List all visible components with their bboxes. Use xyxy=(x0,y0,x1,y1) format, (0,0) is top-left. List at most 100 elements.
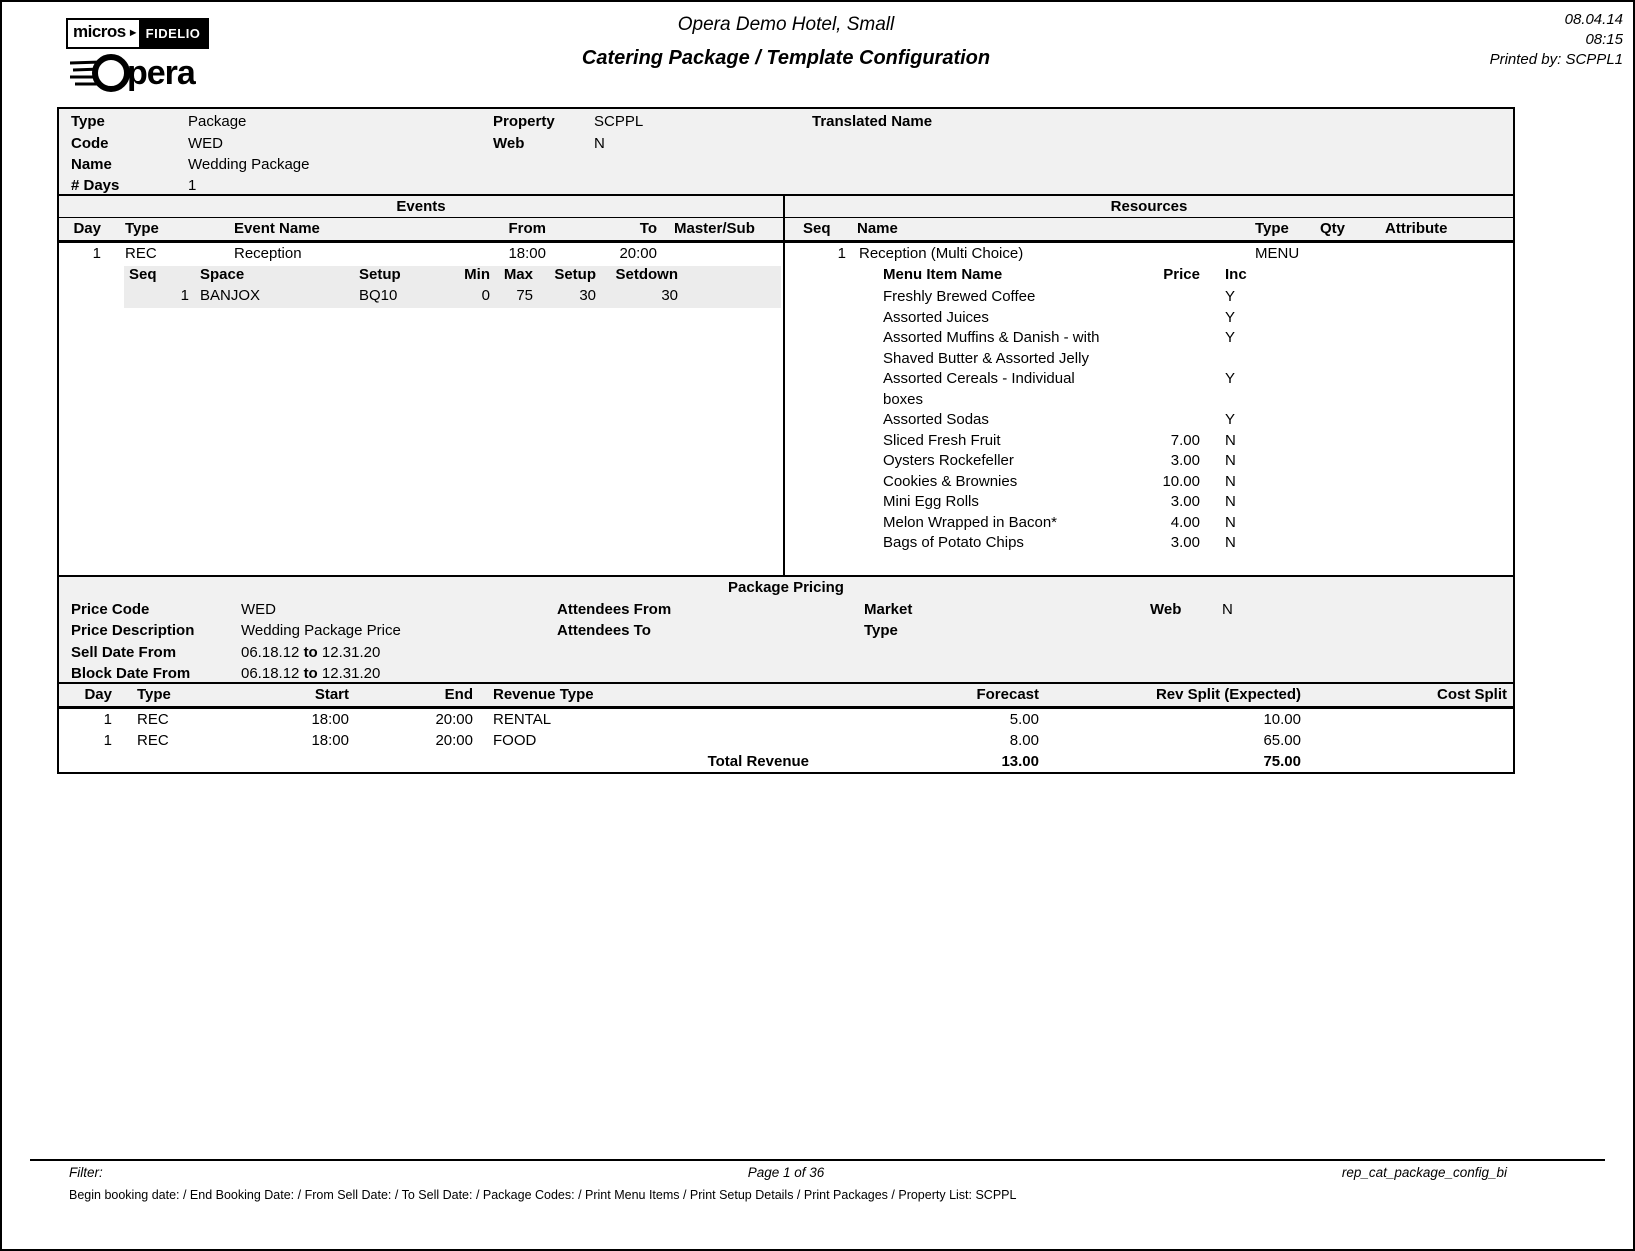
col-day: Day xyxy=(84,686,112,703)
space-setup: BQ10 xyxy=(359,287,398,304)
resources-title: Resources xyxy=(785,196,1513,218)
price-description-value: Wedding Package Price xyxy=(241,622,401,639)
footer-row: Filter: Page 1 of 36 rep_cat_package_con… xyxy=(57,1165,1515,1180)
space-header-row: Seq Space Setup Min Max Setup Setdown xyxy=(124,266,781,287)
space-setdown: 30 xyxy=(661,287,678,304)
rev-start: 18:00 xyxy=(311,732,349,749)
block-to: 12.31.20 xyxy=(321,665,381,682)
property-value: SCPPL xyxy=(594,113,644,130)
rev-end: 20:00 xyxy=(435,711,473,728)
event-space-subtable: Seq Space Setup Min Max Setup Setdown 1 … xyxy=(124,266,781,308)
opera-o-icon xyxy=(70,54,130,92)
menu-item-inc: Y xyxy=(1225,329,1236,346)
col-attribute: Attribute xyxy=(1385,220,1448,237)
code-label: Code xyxy=(71,135,109,152)
menu-item-name: Assorted Muffins & Danish - with Shaved … xyxy=(883,329,1100,367)
col-name: Name xyxy=(857,220,898,237)
col-rev-split: Rev Split (Expected) xyxy=(1155,686,1301,703)
col-price: Price xyxy=(1163,266,1200,283)
list-item: Oysters Rockefeller 3.00 N xyxy=(785,451,1513,472)
package-pricing-section: Package Pricing Price Code WED Attendees… xyxy=(59,577,1513,684)
col-space: Space xyxy=(200,266,245,283)
rev-revenue-type: FOOD xyxy=(493,732,537,749)
event-to: 20:00 xyxy=(619,245,657,262)
menu-item-list: Freshly Brewed Coffee Y Assorted Juices … xyxy=(785,287,1513,575)
type-label: Type xyxy=(71,113,105,130)
footer-divider xyxy=(30,1159,1605,1161)
list-item: Assorted Cereals - Individual boxes Y xyxy=(785,369,1513,410)
opera-logo-text: pera xyxy=(127,53,196,92)
event-from: 18:00 xyxy=(508,245,546,262)
menu-item-name: Bags of Potato Chips xyxy=(883,534,1024,551)
report-id: rep_cat_package_config_bi xyxy=(1341,1165,1507,1180)
menu-item-inc: Y xyxy=(1225,411,1236,428)
menu-item-inc: Y xyxy=(1225,308,1236,326)
property-label: Property xyxy=(493,113,555,130)
menu-item-inc: Y xyxy=(1225,288,1236,305)
print-date: 08.04.14 xyxy=(1564,11,1623,28)
menu-item-price: 3.00 xyxy=(1170,534,1200,551)
name-value: Wedding Package xyxy=(188,156,310,173)
space-min: 0 xyxy=(481,287,490,304)
web-label: Web xyxy=(1150,601,1182,618)
name-label: Name xyxy=(71,156,112,173)
col-to: To xyxy=(639,220,657,237)
space-name: BANJOX xyxy=(200,287,261,304)
days-label: # Days xyxy=(71,177,120,194)
col-type: Type xyxy=(125,220,159,237)
resource-row: 1 Reception (Multi Choice) MENU xyxy=(785,245,1513,266)
block-date-value: 06.18.12 to 12.31.20 xyxy=(241,665,380,682)
event-day: 1 xyxy=(92,245,101,262)
events-resources-section: Events Day Type Event Name From To Maste… xyxy=(59,196,1513,577)
list-item: Assorted Juices Y xyxy=(785,308,1513,329)
list-item: Freshly Brewed Coffee Y xyxy=(785,287,1513,308)
list-item: Assorted Sodas Y xyxy=(785,410,1513,431)
col-setup-mins: Setup xyxy=(554,266,596,283)
menu-item-inc: N xyxy=(1225,472,1236,490)
translated-name-label: Translated Name xyxy=(812,113,933,130)
total-rev-split: 75.00 xyxy=(1263,753,1301,770)
menu-item-price: 4.00 xyxy=(1170,513,1200,531)
col-type: Type xyxy=(1255,220,1289,237)
market-label: Market xyxy=(864,601,913,618)
rev-revenue-type: RENTAL xyxy=(493,711,552,728)
price-description-label: Price Description xyxy=(71,622,195,639)
printed-by: Printed by: SCPPL1 xyxy=(1489,51,1623,68)
micros-fidelio-logo: micros ► FIDELIO xyxy=(66,18,210,49)
print-time: 08:15 xyxy=(1585,31,1623,48)
rev-day: 1 xyxy=(103,732,112,749)
col-from: From xyxy=(508,220,547,237)
col-cost-split: Cost Split xyxy=(1437,686,1507,703)
events-title: Events xyxy=(59,196,783,218)
to-word: to xyxy=(303,665,318,682)
opera-logo: pera xyxy=(70,50,196,96)
report-body: Type Package Property SCPPL Translated N… xyxy=(57,107,1515,774)
menu-item-name: Freshly Brewed Coffee xyxy=(883,288,1036,305)
col-event-name: Event Name xyxy=(234,220,320,237)
price-code-label: Price Code xyxy=(71,601,150,618)
list-item: Cookies & Brownies 10.00 N xyxy=(785,472,1513,493)
menu-item-inc: N xyxy=(1225,534,1236,551)
table-row: 1 REC 18:00 20:00 RENTAL 5.00 10.00 xyxy=(59,711,1513,732)
col-menu-item-name: Menu Item Name xyxy=(883,266,1003,283)
menu-item-name: Assorted Cereals - Individual boxes xyxy=(883,370,1075,408)
col-qty: Qty xyxy=(1320,220,1346,237)
list-item: Mini Egg Rolls 3.00 N xyxy=(785,492,1513,513)
resources-panel: Resources Seq Name Type Qty Attribute 1 … xyxy=(785,196,1513,575)
menu-item-name: Assorted Juices xyxy=(883,308,989,326)
rev-rev-split: 65.00 xyxy=(1263,732,1301,749)
space-row: 1 BANJOX BQ10 0 75 30 30 xyxy=(124,287,781,308)
report-header: Opera Demo Hotel, Small Catering Package… xyxy=(57,14,1515,70)
event-type: REC xyxy=(125,245,157,262)
menu-item-name: Cookies & Brownies xyxy=(883,472,1018,490)
col-setup: Setup xyxy=(359,266,401,283)
events-panel: Events Day Type Event Name From To Maste… xyxy=(59,196,785,575)
menu-item-inc: Y xyxy=(1225,370,1236,387)
table-row: 1 REC 18:00 20:00 FOOD 8.00 65.00 xyxy=(59,732,1513,753)
arrow-right-icon: ► xyxy=(127,27,139,39)
resources-header-row: Seq Name Type Qty Attribute xyxy=(785,218,1513,243)
events-header-row: Day Type Event Name From To Master/Sub xyxy=(59,218,783,243)
space-max: 75 xyxy=(516,287,533,304)
block-from: 06.18.12 xyxy=(241,665,300,682)
